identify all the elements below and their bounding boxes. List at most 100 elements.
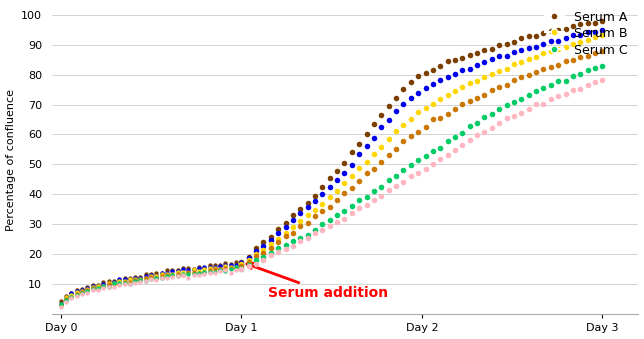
- Point: [464, 66, 475, 72]
- Point: [236, 266, 247, 272]
- Point: [88, 288, 98, 293]
- Point: [104, 281, 114, 286]
- Point: [457, 102, 468, 107]
- Point: [472, 50, 482, 56]
- Point: [194, 270, 204, 276]
- Point: [560, 27, 571, 32]
- Point: [61, 296, 71, 302]
- Point: [98, 283, 108, 289]
- Point: [77, 289, 87, 294]
- Point: [109, 280, 119, 286]
- Point: [258, 251, 269, 256]
- Point: [568, 58, 578, 63]
- Point: [225, 262, 236, 267]
- Point: [406, 174, 416, 179]
- Point: [98, 283, 108, 289]
- Point: [582, 67, 592, 73]
- Point: [167, 273, 178, 278]
- Point: [135, 274, 146, 279]
- Point: [457, 67, 468, 73]
- Point: [210, 270, 220, 275]
- Point: [204, 271, 214, 276]
- Point: [243, 259, 254, 265]
- Point: [450, 134, 460, 139]
- Point: [140, 279, 151, 284]
- Point: [450, 72, 460, 77]
- Point: [531, 69, 541, 75]
- Point: [502, 83, 512, 88]
- Point: [104, 278, 114, 284]
- Point: [109, 281, 119, 287]
- Point: [531, 88, 541, 93]
- Point: [391, 95, 401, 101]
- Point: [464, 53, 475, 58]
- Point: [516, 111, 526, 116]
- Point: [56, 302, 66, 307]
- Point: [317, 201, 328, 206]
- Point: [215, 267, 225, 273]
- Point: [310, 207, 320, 213]
- Point: [151, 270, 162, 276]
- Point: [98, 283, 108, 289]
- Point: [487, 87, 497, 93]
- Point: [354, 205, 365, 211]
- Point: [114, 281, 124, 286]
- Point: [509, 113, 519, 118]
- Point: [435, 78, 446, 83]
- Point: [369, 151, 379, 157]
- Point: [146, 276, 156, 281]
- Point: [553, 27, 564, 33]
- Point: [56, 301, 66, 307]
- Point: [568, 87, 578, 93]
- Point: [568, 33, 578, 38]
- Point: [135, 275, 146, 280]
- Point: [376, 112, 386, 117]
- Point: [310, 231, 320, 236]
- Point: [597, 48, 607, 53]
- Point: [516, 47, 526, 53]
- Point: [210, 263, 220, 268]
- Point: [178, 267, 188, 272]
- Point: [590, 34, 600, 40]
- Point: [273, 246, 283, 251]
- Point: [236, 263, 247, 268]
- Point: [464, 98, 475, 104]
- Point: [538, 41, 549, 46]
- Point: [339, 191, 350, 196]
- Point: [71, 291, 82, 297]
- Point: [66, 295, 77, 300]
- Point: [225, 266, 236, 272]
- Point: [502, 54, 512, 59]
- Point: [288, 230, 298, 235]
- Point: [71, 292, 82, 298]
- Point: [428, 148, 438, 154]
- Point: [435, 115, 446, 120]
- Point: [545, 64, 556, 70]
- Point: [251, 261, 261, 266]
- Point: [236, 259, 247, 265]
- Point: [502, 116, 512, 121]
- Point: [236, 266, 247, 272]
- Point: [140, 278, 151, 283]
- Point: [146, 276, 156, 282]
- Point: [288, 218, 298, 223]
- Point: [369, 166, 379, 171]
- Point: [391, 183, 401, 188]
- Point: [369, 121, 379, 127]
- Point: [317, 221, 328, 227]
- Point: [464, 123, 475, 129]
- Point: [236, 261, 247, 266]
- Point: [332, 188, 342, 194]
- Point: [156, 271, 167, 277]
- Point: [189, 271, 199, 277]
- Point: [339, 181, 350, 186]
- Point: [258, 254, 269, 260]
- Point: [346, 174, 357, 179]
- Point: [384, 187, 394, 193]
- Point: [494, 42, 504, 47]
- Point: [384, 117, 394, 122]
- Point: [130, 274, 140, 279]
- Point: [450, 57, 460, 63]
- Point: [398, 179, 408, 185]
- Point: [236, 267, 247, 272]
